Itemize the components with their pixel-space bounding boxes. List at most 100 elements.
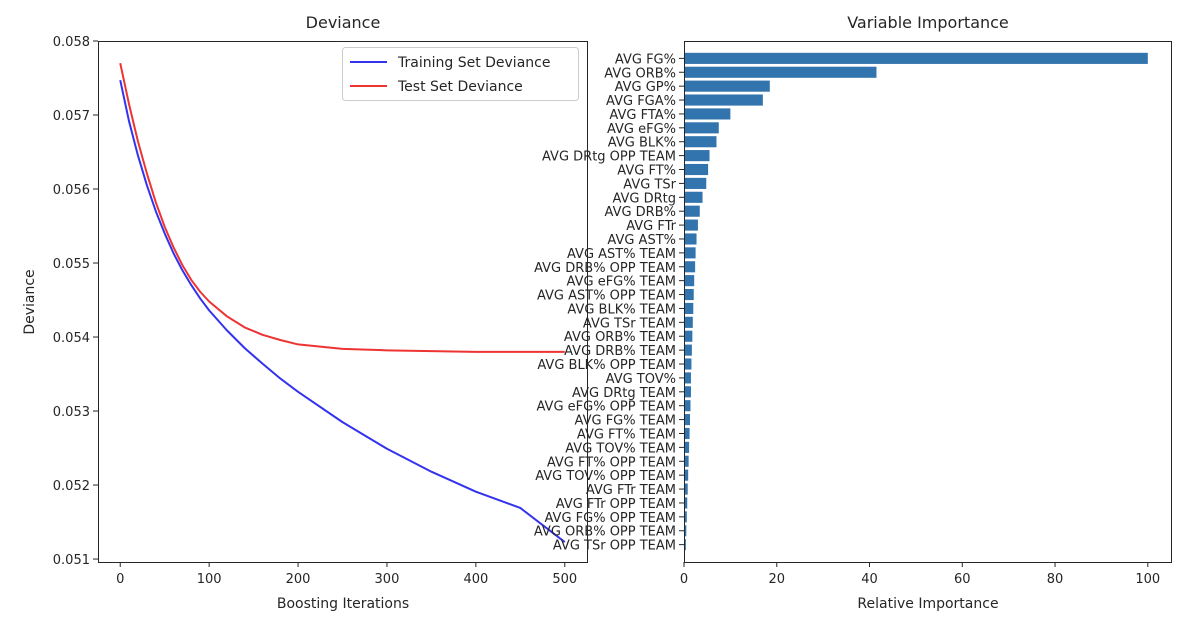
deviance-x-tick-label: 0 (116, 572, 124, 587)
importance-x-tick-label: 0 (680, 572, 688, 587)
importance-bar (684, 441, 690, 453)
importance-bar (684, 372, 691, 384)
importance-plot-frame (684, 41, 1172, 563)
importance-bar (684, 330, 693, 342)
importance-category-label: AVG FTr (626, 219, 676, 234)
importance-x-tick-label: 20 (768, 572, 785, 587)
importance-x-tick-label: 40 (861, 572, 878, 587)
importance-category-label: AVG eFG% (607, 122, 676, 137)
importance-category-label: AVG BLK% TEAM (567, 302, 676, 317)
deviance-chart: Deviance 0 100 200 300 400 500 0.0510.0520.05… (22, 13, 588, 612)
importance-category-labels: AVG FG%AVG ORB%AVG GP%AVG FGA%AVG FTA%AV… (534, 52, 684, 554)
importance-bar (684, 94, 763, 106)
importance-category-label: AVG TSr (623, 177, 676, 192)
importance-bar (684, 219, 698, 231)
importance-category-label: AVG FG% OPP TEAM (544, 511, 676, 526)
importance-bar (684, 386, 691, 398)
importance-category-label: AVG FG% TEAM (575, 414, 676, 429)
importance-x-tick-label: 100 (1135, 572, 1160, 587)
deviance-y-tick-label: 0.051 (53, 553, 90, 568)
importance-category-label: AVG BLK% OPP TEAM (537, 358, 676, 373)
deviance-x-ticks: 0 100 200 300 400 500 (116, 562, 577, 587)
importance-bar (684, 52, 1148, 64)
importance-bar (684, 511, 687, 523)
importance-category-label: AVG eFG% OPP TEAM (536, 400, 676, 415)
importance-category-label: AVG DRtg TEAM (572, 386, 676, 401)
importance-bar (684, 316, 693, 328)
training-deviance-line (119, 80, 566, 543)
importance-bar (684, 302, 694, 314)
importance-category-label: AVG DRB% OPP TEAM (534, 261, 676, 276)
importance-category-label: AVG FT% TEAM (577, 427, 676, 442)
variable-importance-chart: Variable Importance AVG FG%AVG ORB%AVG G… (534, 13, 1172, 612)
importance-x-ticks: 0 20 40 60 80 100 (680, 562, 1160, 587)
deviance-y-tick-label: 0.058 (53, 35, 90, 50)
importance-category-label: AVG ORB% OPP TEAM (534, 525, 676, 540)
deviance-x-tick-label: 100 (197, 572, 222, 587)
importance-bar (684, 66, 877, 78)
deviance-y-tick-label: 0.057 (53, 109, 90, 124)
importance-bar (684, 525, 687, 537)
importance-bar (684, 469, 689, 481)
importance-bar (684, 80, 770, 92)
importance-bar (684, 191, 703, 203)
deviance-y-tick-label: 0.054 (53, 331, 90, 346)
importance-bar (684, 414, 691, 426)
importance-category-label: AVG FG% (615, 52, 676, 67)
importance-category-label: AVG TOV% OPP TEAM (535, 469, 676, 484)
importance-category-label: AVG AST% OPP TEAM (537, 289, 676, 304)
importance-category-label: AVG AST% TEAM (567, 247, 676, 262)
importance-bars-group (684, 52, 1148, 551)
deviance-y-tick-label: 0.056 (53, 183, 90, 198)
deviance-chart-title: Deviance (306, 13, 381, 32)
importance-bar (684, 122, 719, 134)
importance-category-label: AVG DRB% TEAM (564, 344, 676, 359)
importance-category-label: AVG DRtg OPP TEAM (542, 150, 676, 165)
importance-category-label: AVG FT% (617, 164, 676, 179)
importance-bar (684, 344, 692, 356)
deviance-y-ticks: 0.051 0.052 0.053 0.054 0.055 0.056 0.057 0.058 (53, 35, 98, 568)
deviance-y-axis-label: Deviance (22, 269, 38, 334)
deviance-x-axis-label: Boosting Iterations (277, 596, 409, 612)
importance-bar (684, 483, 688, 495)
importance-bar (684, 455, 689, 467)
importance-category-label: AVG GP% (615, 80, 676, 95)
deviance-x-tick-label: 400 (463, 572, 488, 587)
importance-bar (684, 136, 717, 148)
importance-bar (684, 497, 688, 509)
importance-bar (684, 275, 695, 287)
importance-bar (684, 108, 731, 120)
importance-bar (684, 233, 697, 245)
importance-x-tick-label: 60 (954, 572, 971, 587)
importance-category-label: AVG FGA% (606, 94, 676, 109)
variable-importance-title: Variable Importance (847, 13, 1009, 32)
importance-x-tick-label: 80 (1047, 572, 1064, 587)
importance-bar (684, 150, 710, 162)
importance-category-label: AVG DRB% (605, 205, 676, 220)
legend-label-training: Training Set Deviance (397, 55, 550, 71)
importance-bar (684, 163, 709, 176)
importance-category-label: AVG FTr OPP TEAM (556, 497, 676, 512)
importance-category-label: AVG eFG% TEAM (567, 275, 676, 290)
importance-bar (684, 427, 690, 440)
importance-category-label: AVG FTr TEAM (586, 483, 676, 498)
importance-category-label: AVG FTA% (609, 108, 676, 123)
test-deviance-line (119, 62, 565, 353)
importance-bar (684, 205, 700, 217)
importance-category-label: AVG TOV% TEAM (565, 441, 676, 456)
importance-category-label: AVG DRtg (612, 191, 676, 206)
importance-category-label: AVG TOV% (606, 372, 676, 387)
importance-bar (684, 177, 707, 189)
deviance-series-group (119, 62, 566, 543)
importance-bar (684, 247, 696, 259)
importance-bar (684, 358, 692, 370)
importance-category-label: AVG AST% (607, 233, 676, 248)
deviance-legend: Training Set Deviance Test Set Deviance (342, 47, 579, 101)
deviance-x-tick-label: 200 (286, 572, 311, 587)
importance-category-label: AVG TSr TEAM (583, 316, 676, 331)
importance-x-axis-label: Relative Importance (857, 596, 998, 612)
deviance-y-tick-label: 0.052 (53, 479, 90, 494)
deviance-x-tick-label: 500 (552, 572, 577, 587)
